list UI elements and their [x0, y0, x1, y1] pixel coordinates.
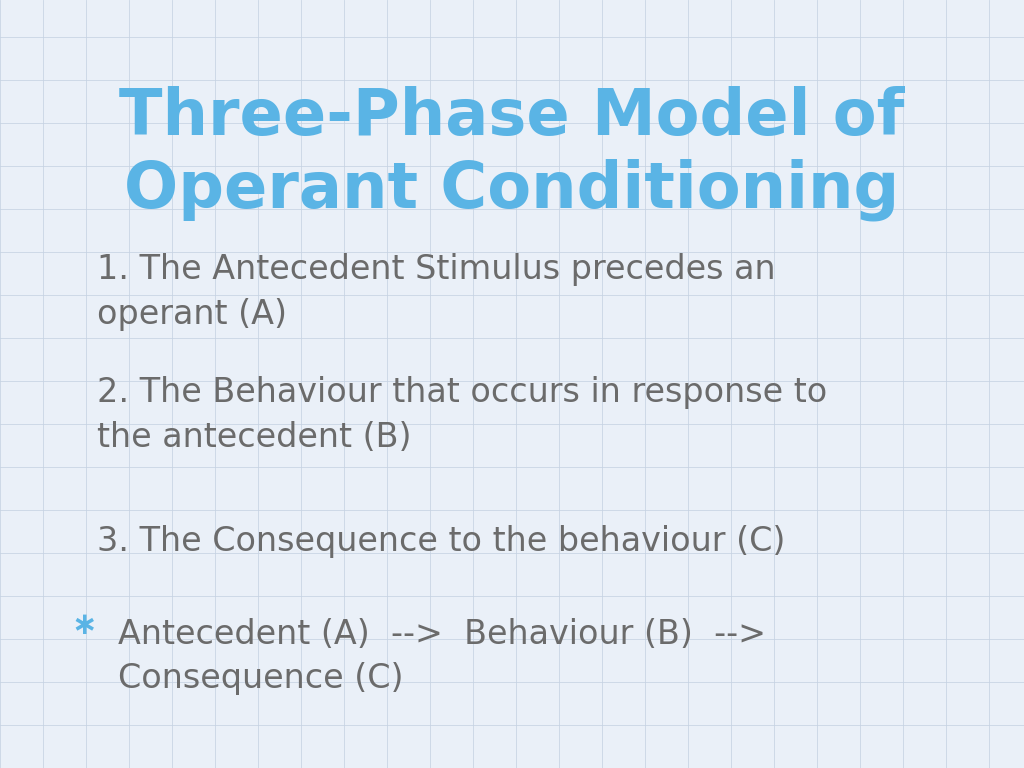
Text: 1. The Antecedent Stimulus precedes an
operant (A): 1. The Antecedent Stimulus precedes an o… [97, 253, 776, 331]
Text: 2. The Behaviour that occurs in response to
the antecedent (B): 2. The Behaviour that occurs in response… [97, 376, 827, 454]
Text: ∗: ∗ [72, 611, 96, 641]
Text: Antecedent (A)  -->  Behaviour (B)  -->
Consequence (C): Antecedent (A) --> Behaviour (B) --> Con… [118, 617, 766, 696]
Text: Three-Phase Model of
Operant Conditioning: Three-Phase Model of Operant Conditionin… [119, 87, 905, 220]
Text: 3. The Consequence to the behaviour (C): 3. The Consequence to the behaviour (C) [97, 525, 785, 558]
